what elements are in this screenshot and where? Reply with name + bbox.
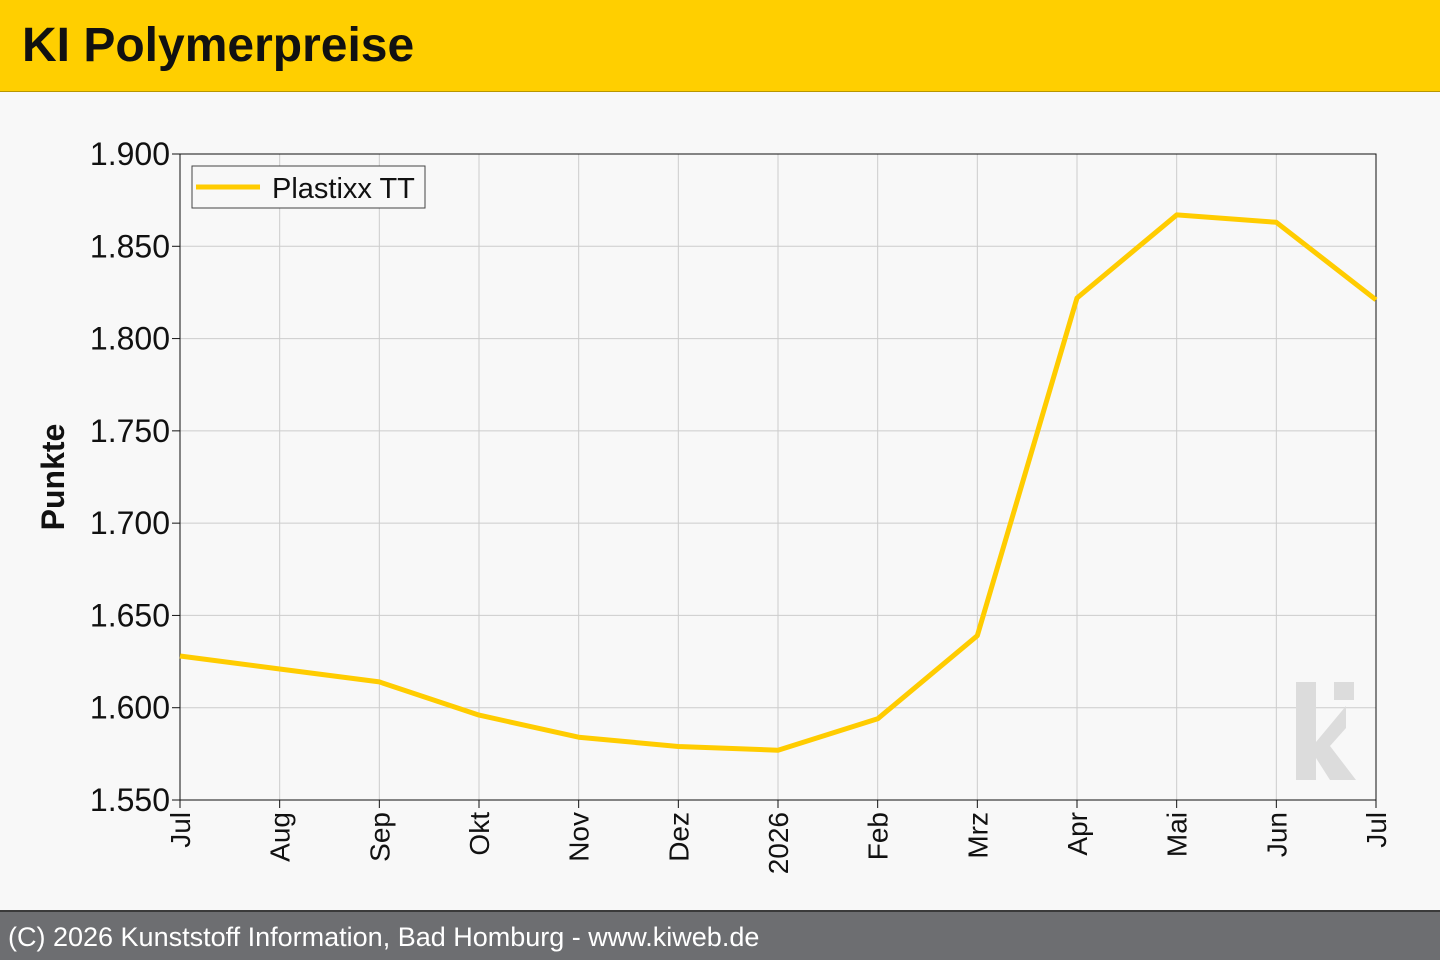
- x-tick-label: Okt: [464, 812, 495, 856]
- x-tick-label: Jul: [1361, 812, 1392, 848]
- y-tick-label: 1.850: [90, 228, 170, 264]
- page-title: KI Polymerpreise: [22, 19, 415, 72]
- header-bar: KI Polymerpreise: [0, 0, 1440, 92]
- y-tick-label: 1.550: [90, 782, 170, 818]
- y-tick-label: 1.900: [90, 136, 170, 172]
- x-tick-label: 2026: [763, 812, 794, 874]
- grid-lines: [180, 154, 1376, 800]
- x-tick-label: Sep: [364, 812, 395, 862]
- x-axis: Jul Aug Sep Okt Nov Dez 2026 Feb Mrz Apr Mai Jun Jul: [165, 800, 1392, 874]
- x-tick-label: Apr: [1062, 812, 1093, 856]
- series-line: [179, 212, 1378, 753]
- y-axis-label: Punkte: [35, 424, 71, 531]
- x-tick-label: Mrz: [962, 812, 993, 859]
- x-tick-label: Aug: [265, 812, 296, 862]
- y-tick-label: 1.700: [90, 505, 170, 541]
- legend: Plastixx TT: [191, 165, 426, 209]
- y-axis: 1.550 1.600 1.650 1.700 1.750 1.800 1.850 1.900: [90, 136, 180, 818]
- ki-logo-watermark: [1296, 682, 1356, 780]
- series-group: [179, 212, 1378, 753]
- y-tick-label: 1.650: [90, 597, 170, 633]
- x-tick-label: Dez: [663, 812, 694, 862]
- line-chart: 1.550 1.600 1.650 1.700 1.750 1.800 1.850 1.900…: [35, 136, 1392, 874]
- legend-label: Plastixx TT: [272, 173, 415, 205]
- y-tick-label: 1.750: [90, 413, 170, 449]
- y-tick-label: 1.600: [90, 690, 170, 726]
- x-tick-label: Feb: [863, 812, 894, 860]
- y-tick-label: 1.800: [90, 321, 170, 357]
- x-tick-label: Jul: [165, 812, 196, 848]
- footer-bar: (C) 2026 Kunststoff Information, Bad Hom…: [0, 910, 1440, 960]
- x-tick-label: Mai: [1162, 812, 1193, 857]
- x-tick-label: Jun: [1261, 812, 1292, 857]
- copyright-text: (C) 2026 Kunststoff Information, Bad Hom…: [8, 922, 760, 952]
- x-tick-label: Nov: [564, 812, 595, 862]
